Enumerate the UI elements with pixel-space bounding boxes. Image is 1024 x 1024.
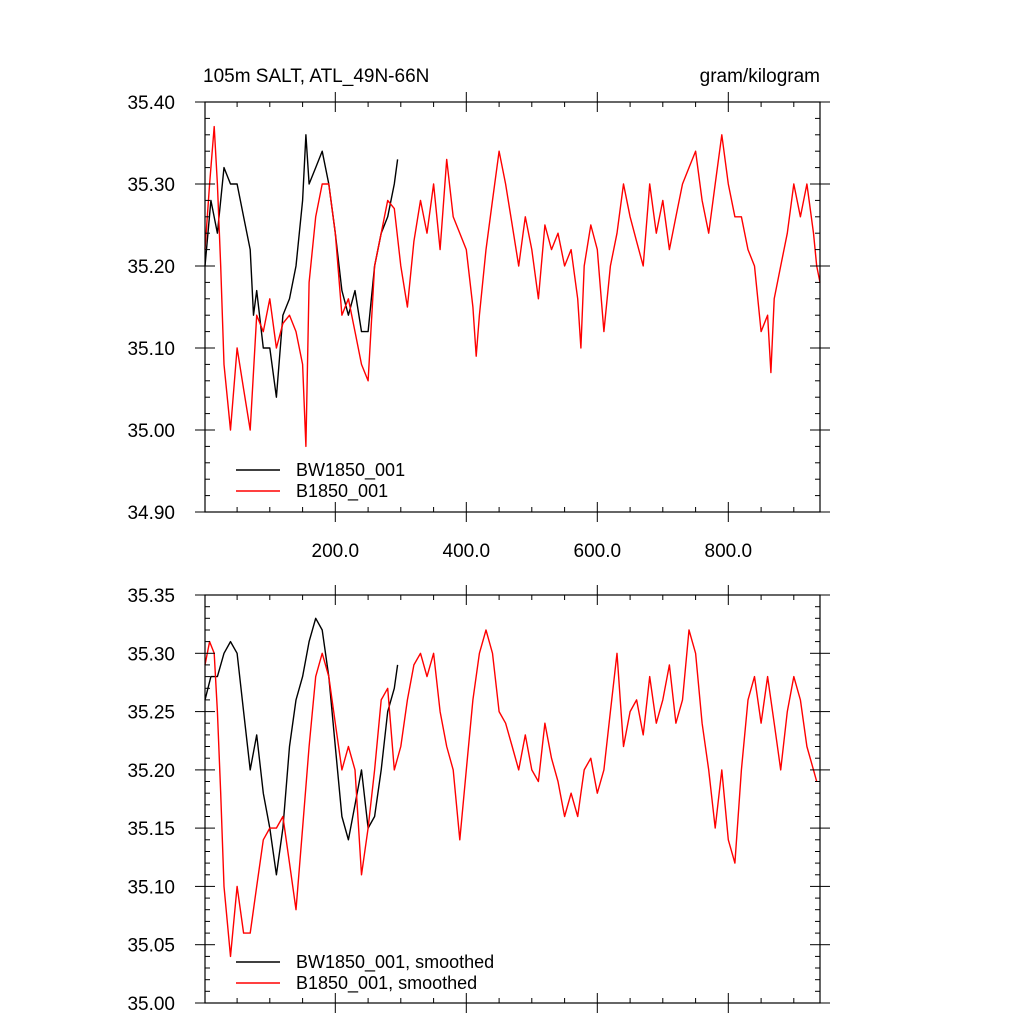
bottom-legend: BW1850_001, smoothed B1850_001, smoothed	[236, 952, 494, 994]
bottom-y-tick-label: 35.00	[127, 994, 175, 1015]
top-y-tick-label: 34.90	[127, 503, 175, 524]
bottom-legend-label-bw1850: BW1850_001, smoothed	[296, 952, 494, 973]
bottom-x-ticks	[236, 585, 795, 1013]
top-y-tick-label: 35.00	[127, 421, 175, 442]
bottom-y-tick-label: 35.15	[127, 819, 175, 840]
bottom-y-tick-label: 35.30	[127, 644, 175, 665]
top-plot-lines	[204, 125, 821, 448]
top-y-ticks: 34.90 35.00 35.10 35.20 35.30 35.40	[127, 93, 830, 524]
top-x-tick-label: 800.0	[705, 541, 753, 562]
bottom-y-tick-label: 35.35	[127, 586, 175, 607]
top-y-tick-label: 35.20	[127, 257, 175, 278]
bottom-legend-label-b1850: B1850_001, smoothed	[296, 973, 477, 994]
bottom-plot-frame	[204, 594, 821, 1004]
top-series-line-b1850	[204, 125, 821, 448]
bottom-plot-lines	[204, 617, 818, 958]
top-chart-title: 105m SALT, ATL_49N-66N	[203, 66, 429, 87]
bottom-y-tick-label: 35.20	[127, 761, 175, 782]
top-chart-units: gram/kilogram	[700, 66, 820, 87]
bottom-series-line-b1850	[204, 629, 818, 958]
top-panel: 105m SALT, ATL_49N-66N gram/kilogram 200…	[127, 66, 830, 562]
top-legend: BW1850_001 B1850_001	[236, 460, 405, 502]
top-series-line-bw1850	[204, 134, 399, 398]
bottom-y-ticks: 35.00 35.05 35.10 35.15 35.20 35.25 35.30 35.35	[127, 586, 830, 1015]
top-legend-label-b1850: B1850_001	[296, 481, 388, 502]
bottom-panel: 35.00 35.05 35.10 35.15 35.20 35.25 35.30 35.35…	[127, 585, 830, 1015]
top-plot-frame	[204, 101, 821, 513]
bottom-y-tick-label: 35.05	[127, 936, 175, 957]
top-legend-label-bw1850: BW1850_001	[296, 460, 405, 481]
top-x-tick-label: 400.0	[443, 541, 491, 562]
bottom-y-tick-label: 35.25	[127, 703, 175, 724]
top-x-tick-label: 600.0	[574, 541, 622, 562]
top-y-tick-label: 35.30	[127, 175, 175, 196]
bottom-y-tick-label: 35.10	[127, 877, 175, 898]
top-x-ticks: 200.0 400.0 600.0 800.0	[236, 92, 795, 562]
top-y-tick-label: 35.40	[127, 93, 175, 114]
top-y-tick-label: 35.10	[127, 339, 175, 360]
top-x-tick-label: 200.0	[312, 541, 360, 562]
